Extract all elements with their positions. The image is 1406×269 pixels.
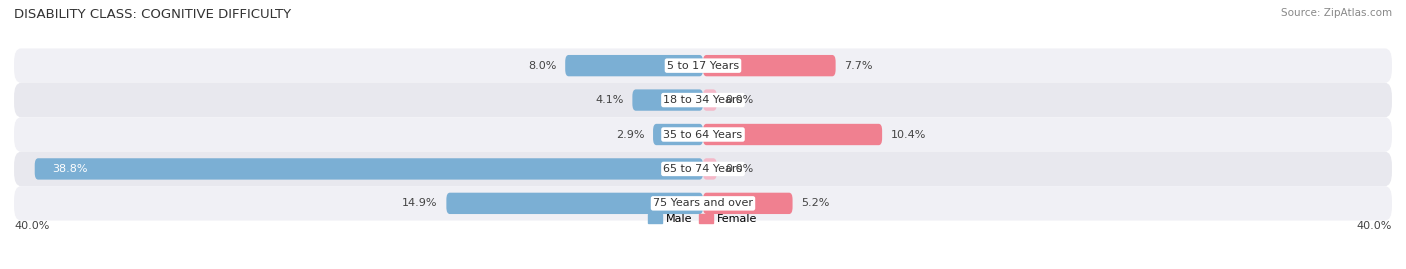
FancyBboxPatch shape: [565, 55, 703, 76]
Legend: Male, Female: Male, Female: [644, 210, 762, 229]
FancyBboxPatch shape: [703, 124, 882, 145]
FancyBboxPatch shape: [14, 186, 1392, 221]
FancyBboxPatch shape: [446, 193, 703, 214]
FancyBboxPatch shape: [14, 152, 1392, 186]
Text: 40.0%: 40.0%: [1357, 221, 1392, 231]
FancyBboxPatch shape: [703, 158, 717, 180]
Text: 0.0%: 0.0%: [725, 164, 754, 174]
Text: 4.1%: 4.1%: [595, 95, 624, 105]
Text: 18 to 34 Years: 18 to 34 Years: [664, 95, 742, 105]
Text: DISABILITY CLASS: COGNITIVE DIFFICULTY: DISABILITY CLASS: COGNITIVE DIFFICULTY: [14, 8, 291, 21]
FancyBboxPatch shape: [703, 193, 793, 214]
Text: 7.7%: 7.7%: [844, 61, 873, 71]
FancyBboxPatch shape: [633, 89, 703, 111]
Text: 75 Years and over: 75 Years and over: [652, 198, 754, 208]
Text: 35 to 64 Years: 35 to 64 Years: [664, 129, 742, 140]
Text: 5.2%: 5.2%: [801, 198, 830, 208]
Text: 10.4%: 10.4%: [891, 129, 927, 140]
Text: 65 to 74 Years: 65 to 74 Years: [664, 164, 742, 174]
FancyBboxPatch shape: [703, 89, 717, 111]
Text: 38.8%: 38.8%: [52, 164, 87, 174]
Text: 2.9%: 2.9%: [616, 129, 644, 140]
FancyBboxPatch shape: [35, 158, 703, 180]
FancyBboxPatch shape: [14, 48, 1392, 83]
Text: 40.0%: 40.0%: [14, 221, 49, 231]
Text: 8.0%: 8.0%: [529, 61, 557, 71]
FancyBboxPatch shape: [14, 83, 1392, 117]
FancyBboxPatch shape: [14, 117, 1392, 152]
FancyBboxPatch shape: [703, 55, 835, 76]
Text: 0.0%: 0.0%: [725, 95, 754, 105]
Text: 5 to 17 Years: 5 to 17 Years: [666, 61, 740, 71]
FancyBboxPatch shape: [652, 124, 703, 145]
Text: Source: ZipAtlas.com: Source: ZipAtlas.com: [1281, 8, 1392, 18]
Text: 14.9%: 14.9%: [402, 198, 437, 208]
